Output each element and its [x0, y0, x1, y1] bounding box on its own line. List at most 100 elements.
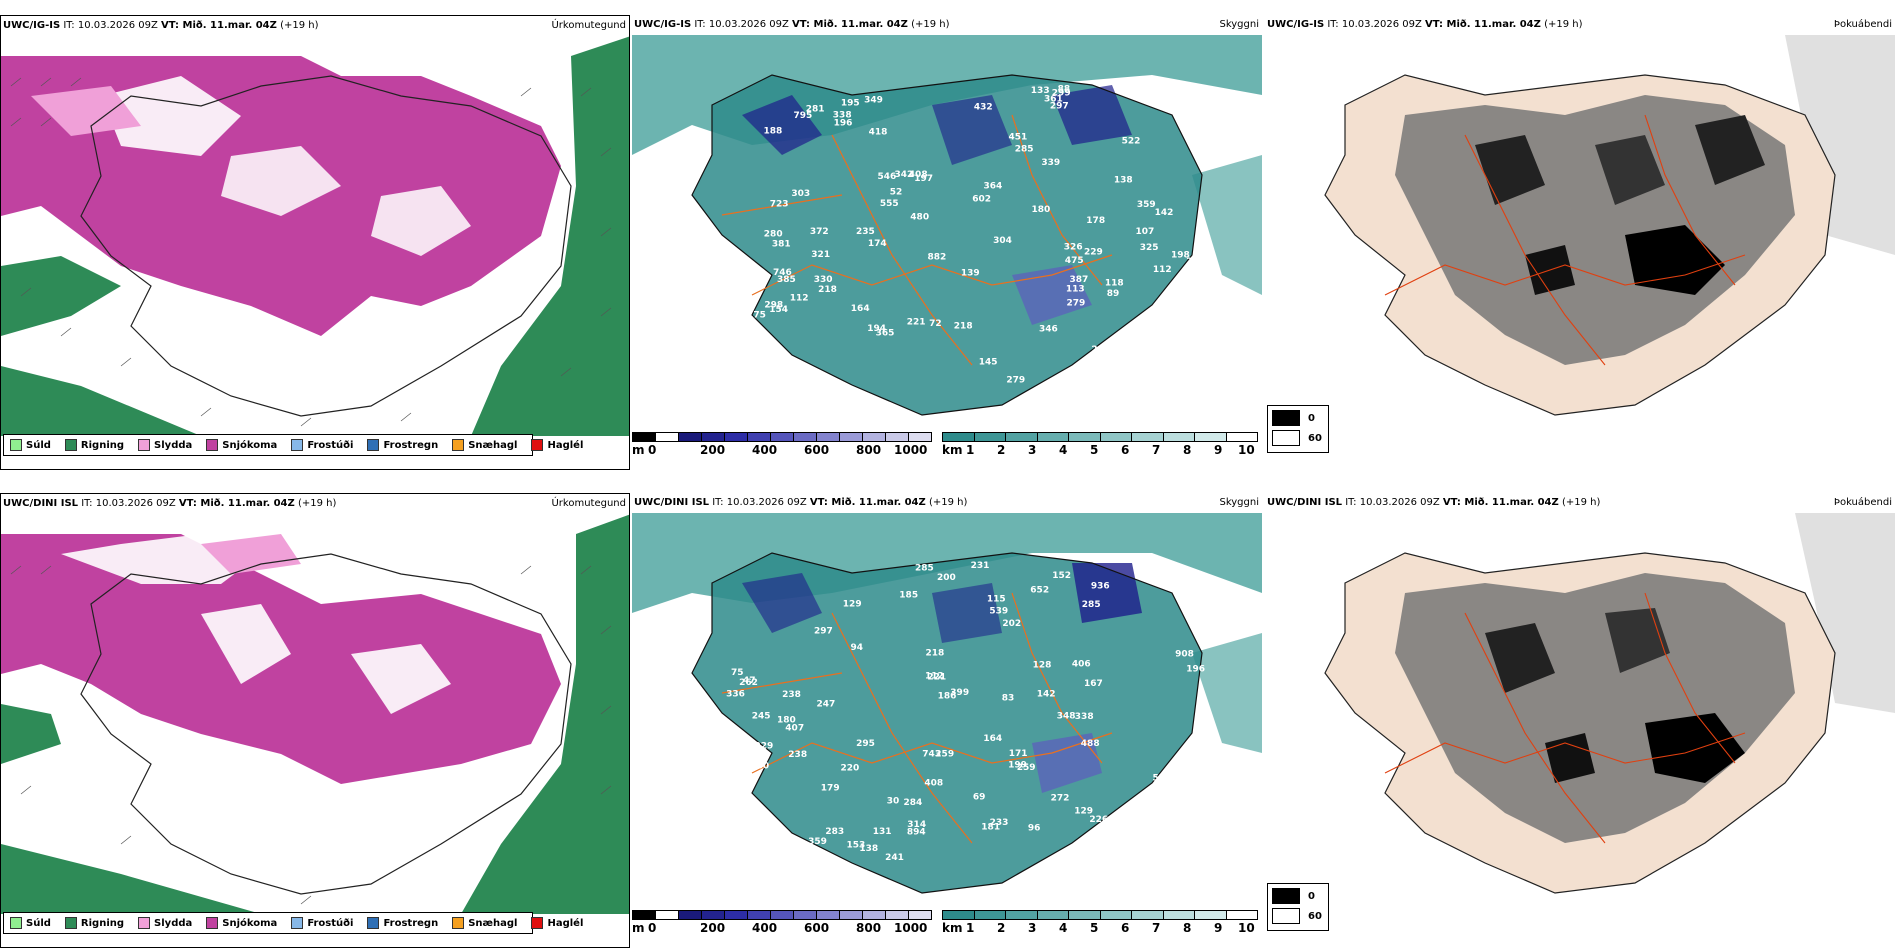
ceiling-label: 198	[1171, 250, 1190, 260]
ceiling-label: 179	[821, 784, 840, 794]
panel-title: Úrkomutegund	[551, 20, 626, 31]
legend-item-drizzle: Súld	[10, 917, 51, 929]
ceiling-label: 131	[873, 827, 892, 837]
ceiling-label: 359	[808, 837, 827, 847]
ceiling-label: 408	[924, 779, 943, 789]
ceiling-label: 349	[864, 95, 883, 105]
ceiling-label: 285	[915, 564, 934, 574]
ceiling-label: 226	[1089, 815, 1108, 825]
ceiling-label: 94	[851, 643, 864, 653]
ceiling-label: 188	[764, 127, 783, 137]
ceiling-label: 284	[904, 798, 923, 808]
ceiling-label: 451	[1009, 132, 1028, 142]
ceiling-labels: 4753251951972991542975462791882802211421…	[747, 85, 1205, 386]
legend-item-sleet: Slydda	[138, 917, 192, 929]
ceiling-label: 326	[1064, 242, 1083, 252]
ceiling-label: 314	[907, 820, 926, 830]
ceiling-label: 171	[1009, 749, 1028, 759]
legend-item-rain: Rigning	[64, 439, 124, 451]
ceiling-labels: 336 200 406 180 202 218 399 488 285 297 179 233 245 1…	[726, 561, 1205, 863]
ceiling-label: 30	[887, 796, 900, 806]
ceiling-label: 107	[1136, 227, 1155, 237]
ceiling-label: 231	[971, 561, 990, 571]
ceiling-label: 138	[859, 844, 878, 854]
ceiling-label: 113	[1066, 284, 1085, 294]
legend-item-snow-grains: Snæhagl	[452, 439, 517, 451]
ceiling-label: 83	[1002, 694, 1015, 704]
ceiling-label: 262	[739, 678, 758, 688]
ceiling-label: 220	[841, 764, 860, 774]
ceiling-label: 480	[910, 213, 929, 223]
ceiling-label: 387	[1070, 275, 1089, 285]
ceiling-label: 195	[841, 99, 860, 109]
ceiling-label: 795	[794, 111, 813, 121]
panel-title: Úrkomutegund	[551, 498, 626, 509]
ceiling-label: 359	[1137, 200, 1156, 210]
ceiling-label: 522	[1122, 136, 1141, 146]
ceiling-label: 523	[1153, 774, 1172, 784]
ceiling-label: 221	[927, 673, 946, 683]
ceiling-label: 145	[979, 357, 998, 367]
ceiling-label: 297	[1050, 102, 1069, 112]
ceiling-label: 153	[847, 841, 866, 851]
ceiling-label: 652	[1030, 586, 1049, 596]
ceiling-colorbar: m 0 200 400 600 800 1000	[632, 910, 932, 940]
ceiling-label: 185	[899, 590, 918, 600]
legend-item-hail: Haglél	[531, 439, 583, 451]
ceiling-label: 115	[987, 594, 1006, 604]
ceiling-label: 186	[938, 692, 957, 702]
ceiling-label: 129	[843, 599, 862, 609]
ceiling-label: 342	[895, 170, 914, 180]
panel-title: Þokuábendi	[1833, 497, 1892, 508]
ceiling-label: 555	[880, 199, 899, 209]
ceiling-label: 908	[1175, 650, 1194, 660]
fog-legend: 0 60	[1267, 883, 1329, 931]
ceiling-colorbar: m 0 200 400 600 800 1000	[632, 432, 932, 462]
legend-item-frost-drizzle: Frostúði	[291, 439, 353, 451]
legend-item-snow: Snjókoma	[206, 439, 277, 451]
visibility-ticks: km 1 2 3 4 5 6 7 8 9 10	[942, 921, 1255, 935]
precip-type-map	[1, 514, 629, 914]
ceiling-label: 338	[833, 110, 852, 120]
ceiling-label: 229	[1084, 248, 1103, 258]
ceiling-label: 180	[777, 715, 796, 725]
ceiling-label: 181	[981, 823, 1000, 833]
ceiling-label: 365	[876, 329, 895, 339]
visibility-panel-row1: UWC/IG-IS IT: 10.03.2026 09Z VT: Mið. 11…	[632, 15, 1262, 470]
ceiling-label: 221	[907, 318, 926, 328]
visibility-ceiling-map: 336 200 406 180 202 218 399 488 285 297 179 233 245 1…	[632, 513, 1262, 913]
legend-item-sleet: Slydda	[138, 439, 192, 451]
ceiling-label: 69	[973, 793, 986, 803]
ceiling-label: 202	[1002, 619, 1021, 629]
ceiling-label: 330	[814, 275, 833, 285]
ceiling-label: 381	[772, 240, 791, 250]
ceiling-label: 299	[1091, 345, 1110, 355]
ceiling-label: 238	[782, 690, 801, 700]
ceiling-label: 47	[743, 676, 756, 686]
ceiling-label: 361	[1044, 95, 1063, 105]
fog-legend: 0 60	[1267, 405, 1329, 453]
legend-item-frost-rain: Frostregn	[367, 917, 438, 929]
ceiling-label: 299	[1052, 89, 1071, 99]
ceiling-label: 139	[961, 269, 980, 279]
ceiling-label: 118	[1105, 278, 1124, 288]
ceiling-label: 279	[1067, 299, 1086, 309]
ceiling-label: 229	[755, 742, 774, 752]
ceiling-label: 539	[989, 607, 1008, 617]
ceiling-label: 929	[1176, 285, 1195, 295]
ceiling-label: 348	[1057, 712, 1076, 722]
ceiling-label: 129	[1074, 806, 1093, 816]
ceiling-label: 295	[856, 739, 875, 749]
ceiling-label: 218	[818, 285, 837, 295]
fog-panel-row2: UWC/DINI ISL IT: 10.03.2026 09Z VT: Mið.…	[1265, 493, 1895, 948]
panel-header: UWC/IG-IS IT: 10.03.2026 09Z VT: Mið. 11…	[634, 19, 950, 30]
ceiling-label: 164	[983, 734, 1002, 744]
ceiling-label: 96	[1028, 824, 1041, 834]
ceiling-label: 88	[1058, 85, 1071, 95]
visibility-panel-row2: UWC/DINI ISL IT: 10.03.2026 09Z VT: Mið.…	[632, 493, 1262, 948]
ceiling-label: 336	[726, 689, 745, 699]
ceiling-label: 174	[868, 239, 887, 249]
ceiling-label: 167	[1084, 679, 1103, 689]
fog-indicator-map	[1265, 513, 1895, 913]
ceiling-label: 325	[1140, 243, 1159, 253]
